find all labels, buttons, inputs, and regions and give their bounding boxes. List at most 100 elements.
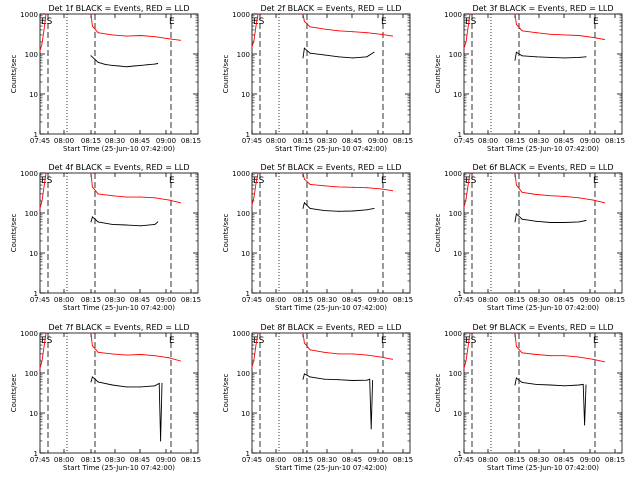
- x-tick-label: 07:45: [242, 137, 262, 145]
- lld-point: [168, 38, 170, 40]
- es-label: ES: [41, 336, 53, 346]
- lld-point: [90, 13, 92, 15]
- lld-point: [251, 46, 253, 48]
- y-tick-label: 100: [237, 370, 250, 378]
- x-tick-label: 08:45: [554, 137, 574, 145]
- y-tick-label: 100: [237, 51, 250, 59]
- x-axis-label: Start Time (25-Jun-10 07:42:00): [487, 145, 599, 153]
- events-point: [550, 56, 551, 58]
- x-axis-label: Start Time (25-Jun-10 07:42:00): [275, 145, 387, 153]
- x-tick-label: 09:00: [580, 137, 600, 145]
- events-point: [578, 221, 580, 223]
- lld-point: [302, 13, 304, 15]
- lld-point: [463, 367, 465, 369]
- y-tick-label: 1: [458, 290, 462, 298]
- lld-series-line: [463, 13, 471, 49]
- plot-frame: [39, 13, 199, 135]
- e-label: E: [169, 336, 175, 346]
- lld-point: [140, 354, 142, 355]
- y-tick-label: 100: [449, 51, 462, 59]
- y-tick-label: 1: [34, 290, 38, 298]
- lld-point: [43, 29, 45, 31]
- x-tick-label: 08:30: [317, 296, 337, 304]
- lld-point: [303, 21, 305, 22]
- events-point: [309, 207, 311, 209]
- events-point: [154, 63, 156, 65]
- lld-point: [366, 354, 368, 356]
- x-tick-label: 08:45: [554, 296, 574, 304]
- events-point: [91, 216, 93, 218]
- lld-point: [180, 202, 181, 204]
- y-tick-label: 1000: [232, 11, 250, 19]
- lld-point: [154, 355, 156, 357]
- x-tick-label: 08:45: [342, 137, 362, 145]
- lld-point: [251, 204, 253, 206]
- x-tick-label: 08:15: [393, 456, 413, 464]
- events-point: [140, 225, 142, 227]
- x-tick-label: 09:00: [368, 456, 388, 464]
- events-point: [140, 64, 142, 66]
- events-series-line: [90, 376, 163, 442]
- events-point: [90, 221, 92, 223]
- y-tick-label: 10: [29, 250, 38, 258]
- x-tick-label: 08:15: [605, 456, 625, 464]
- events-point: [352, 380, 354, 381]
- events-point: [535, 220, 537, 222]
- lld-point: [45, 13, 47, 15]
- events-point: [158, 382, 160, 384]
- lld-point: [253, 39, 255, 41]
- x-tick-label: 08:00: [54, 296, 74, 304]
- x-tick-label: 08:00: [54, 456, 74, 464]
- lld-point: [154, 36, 156, 38]
- lld-point: [469, 332, 471, 334]
- x-tick-label: 08:00: [478, 296, 498, 304]
- x-axis-label: Start Time (25-Jun-10 07:42:00): [275, 464, 387, 472]
- x-tick-label: 08:15: [293, 456, 313, 464]
- lld-point: [302, 332, 304, 334]
- lld-point: [97, 351, 99, 353]
- x-tick-label: 09:00: [368, 296, 388, 304]
- lld-point: [392, 35, 393, 37]
- y-tick-label: 1000: [20, 330, 38, 338]
- x-tick-label: 08:15: [181, 296, 201, 304]
- x-tick-label: 08:30: [105, 456, 125, 464]
- lld-point: [154, 197, 156, 199]
- y-tick-label: 1000: [232, 330, 250, 338]
- events-point: [515, 377, 517, 379]
- lld-point: [111, 34, 113, 36]
- lld-point: [604, 39, 605, 40]
- lld-point: [126, 354, 127, 356]
- e-label: E: [381, 17, 387, 27]
- e-label: E: [381, 336, 387, 346]
- y-tick-label: 1000: [20, 11, 38, 19]
- x-tick-label: 08:15: [81, 296, 101, 304]
- y-tick-label: 10: [29, 410, 38, 418]
- events-point: [514, 384, 516, 386]
- events-point: [157, 221, 159, 223]
- events-point: [160, 440, 162, 442]
- y-tick-label: 100: [237, 210, 250, 218]
- x-tick-label: 09:00: [156, 456, 176, 464]
- events-point: [564, 385, 566, 387]
- events-point: [302, 207, 304, 209]
- panel-title: Det 6f BLACK = Events, RED = LLD: [472, 163, 613, 172]
- x-tick-label: 07:45: [30, 296, 50, 304]
- events-point: [97, 221, 99, 223]
- events-point: [303, 202, 305, 204]
- lld-point: [255, 182, 257, 184]
- events-point: [323, 54, 325, 56]
- lld-point: [578, 197, 580, 199]
- lld-point: [257, 332, 259, 334]
- events-point: [126, 224, 127, 226]
- lld-point: [392, 190, 393, 192]
- events-point: [303, 373, 305, 375]
- lld-point: [604, 202, 605, 204]
- x-tick-label: 08:00: [478, 456, 498, 464]
- plot-frame: [39, 332, 199, 454]
- panel-det-5: Det 5f BLACK = Events, RED = LLD 1 10 100 10…: [222, 163, 413, 312]
- events-point: [535, 383, 537, 385]
- lld-point: [604, 361, 605, 363]
- y-axis-label: Counts/sec: [434, 214, 442, 253]
- es-label: ES: [465, 176, 477, 186]
- lld-point: [338, 353, 339, 355]
